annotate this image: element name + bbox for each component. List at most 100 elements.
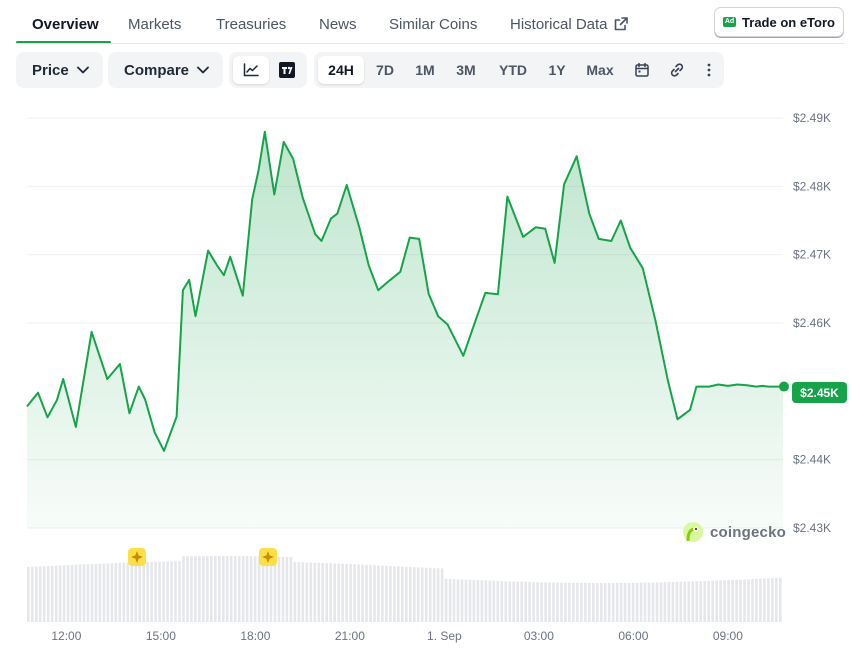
volume-bar [584,582,587,622]
volume-bar [35,566,38,622]
volume-bar [269,556,273,622]
range-1y[interactable]: 1Y [548,62,566,78]
volume-bar [751,579,754,622]
trade-on-etoro-button[interactable]: Ad Trade on eToro [714,7,844,37]
range-7d[interactable]: 7D [376,62,394,78]
volume-bar [142,562,145,622]
coingecko-logo-icon [683,522,703,542]
volume-bar [98,563,102,622]
more-vertical-icon [707,63,711,77]
tradingview-icon [279,62,295,78]
more-options-button[interactable] [698,56,720,84]
compare-dropdown-label: Compare [124,61,190,79]
volume-bar [202,556,205,622]
volume-bar [699,581,702,622]
volume-bar [225,556,229,622]
tab-historical-data[interactable]: Historical Data [510,16,628,33]
range-ytd[interactable]: YTD [499,62,527,78]
volume-bar [317,562,321,622]
volume-bar [38,566,42,622]
tab-treasuries[interactable]: Treasuries [216,16,287,33]
volume-bar [413,567,416,622]
volume-bar [428,567,432,622]
sparkle-icon [131,551,143,563]
volume-bar [138,562,141,622]
volume-bar [763,578,766,622]
volume-bar [301,562,305,622]
volume-bar [552,582,555,622]
volume-bar [162,561,165,622]
current-price-dot [779,381,789,392]
volume-bar [361,564,364,622]
range-3m[interactable]: 3M [456,62,476,78]
y-tick-label: $2.43K [793,521,831,535]
event-marker-icon[interactable] [128,548,146,566]
event-markers[interactable] [128,548,277,566]
volume-bar [603,583,607,622]
volume-bar [62,565,66,622]
tradingview-button[interactable] [271,56,303,84]
volume-bar [695,581,699,622]
volume-bar [373,565,376,622]
volume-bar [504,581,508,622]
sparkle-icon [262,551,274,563]
x-tick-label: 15:00 [146,629,176,643]
x-tick-label: 12:00 [51,629,81,643]
volume-bar [130,562,134,622]
volume-bar [687,581,691,622]
volume-bar [194,556,197,622]
event-marker-icon[interactable] [259,548,277,566]
price-area-fill [27,131,783,528]
calendar-button[interactable] [628,56,656,84]
volume-bar [206,556,209,622]
tab-overview[interactable]: Overview [32,16,99,33]
volume-bar [460,579,464,622]
volume-bar [305,562,309,622]
volume-bar [580,582,583,622]
volume-bar [476,580,480,622]
volume-bar [154,561,157,622]
volume-bar [349,564,352,622]
volume-bar [731,579,734,622]
range-1m[interactable]: 1M [415,62,435,78]
volume-bar [659,582,663,622]
volume-bar [405,566,408,622]
range-24h[interactable]: 24H [318,56,364,84]
volume-bar [365,564,368,622]
tab-markets[interactable]: Markets [128,16,182,33]
volume-bar [214,556,217,622]
volume-bar [464,579,468,622]
volume-bar [329,563,332,622]
volume-bar [711,580,714,622]
tab-similar-coins[interactable]: Similar Coins [389,16,478,33]
share-link-button[interactable] [662,56,692,84]
volume-bar [691,581,695,622]
compare-dropdown[interactable]: Compare [108,52,223,88]
volume-bar [78,564,82,622]
nav-tabs: Overview Markets Treasuries News Similar… [0,0,852,44]
tab-news[interactable]: News [319,16,357,33]
external-link-icon [614,17,628,31]
volume-bar [94,563,98,622]
volume-bar [492,580,496,622]
volume-bar [393,566,396,622]
volume-bar [472,579,476,622]
chevron-down-icon [197,66,209,74]
volume-bar [592,583,595,622]
volume-bar [122,562,126,622]
price-chart[interactable]: $2.49K $2.48K $2.47K $2.46K $2.44K $2.43K 12:… [0,90,852,653]
line-chart-button[interactable] [233,56,269,84]
y-tick-label: $2.46K [793,316,831,330]
volume-bar [500,581,504,622]
volume-bar [735,579,738,622]
x-tick-label: 21:00 [335,629,365,643]
price-dropdown[interactable]: Price [16,52,103,88]
volume-bar [671,582,675,622]
volume-bar [210,556,213,622]
volume-bar [448,578,452,622]
volume-bar [508,581,512,622]
volume-bar [775,577,778,622]
volume-bar [253,556,257,622]
range-max[interactable]: Max [586,62,614,78]
volume-bar [627,582,631,622]
